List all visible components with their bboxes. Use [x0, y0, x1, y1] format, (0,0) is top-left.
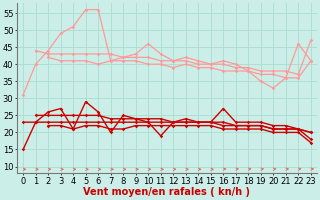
X-axis label: Vent moyen/en rafales ( kn/h ): Vent moyen/en rafales ( kn/h ) [84, 187, 251, 197]
